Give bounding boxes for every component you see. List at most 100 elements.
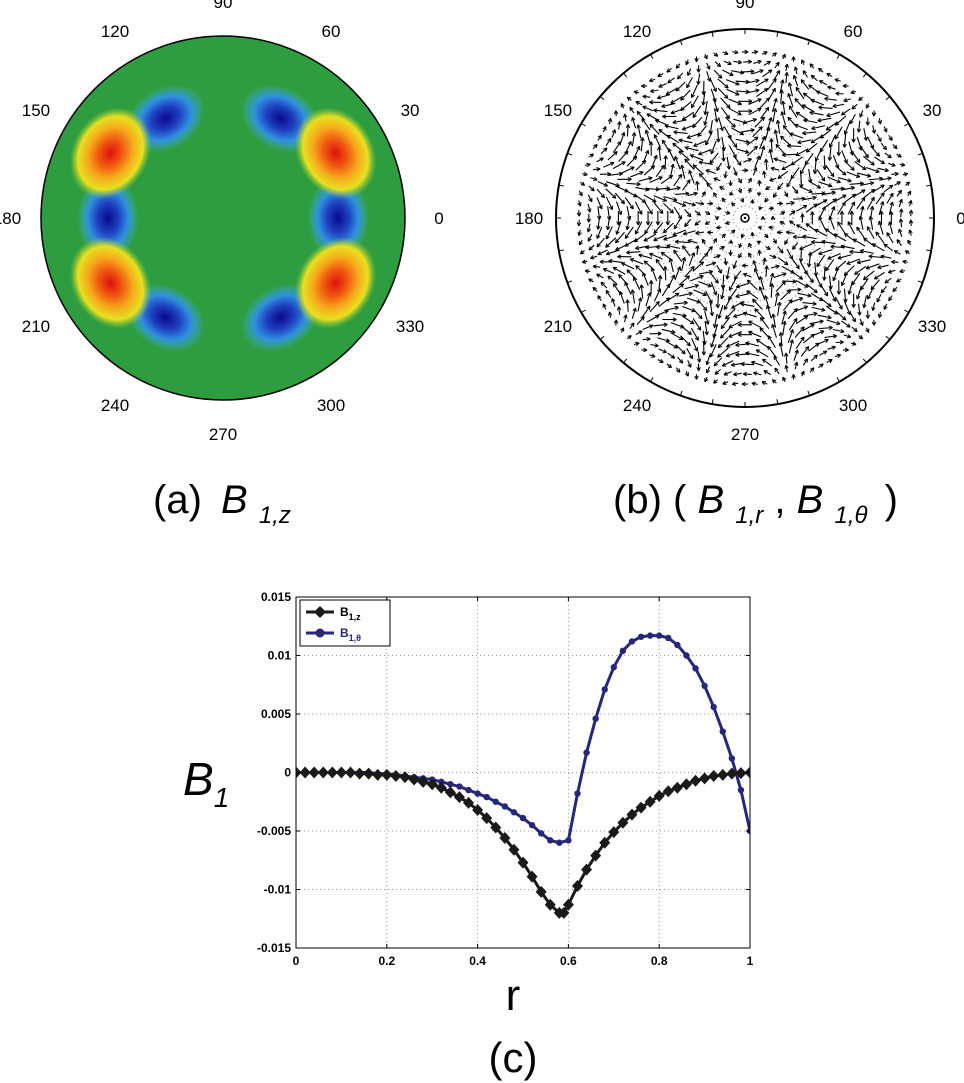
vector-arrow <box>826 111 841 117</box>
data-point <box>408 773 420 786</box>
angle-label: 0 <box>956 209 964 228</box>
vector-arrow <box>772 108 777 123</box>
vector-arrow <box>830 187 845 191</box>
vector-arrow <box>748 331 762 338</box>
angle-label: 120 <box>101 22 129 41</box>
vector-arrow <box>713 254 721 259</box>
y-tick-label: 0 <box>284 766 291 780</box>
vector-arrow <box>754 116 765 128</box>
rim-tick <box>567 152 573 156</box>
vector-arrow <box>863 270 875 281</box>
vector-arrow <box>773 355 781 366</box>
vector-arrow <box>658 348 667 353</box>
vector-arrow <box>697 299 708 311</box>
vector-arrow <box>588 244 595 251</box>
vector-arrow <box>677 356 684 364</box>
vector-arrow <box>756 338 769 348</box>
rim-tick <box>711 399 714 405</box>
vector-arrow <box>658 297 671 308</box>
legend-marker-circle <box>315 628 325 638</box>
vector-arrow <box>637 124 642 139</box>
vector-arrow <box>692 105 702 118</box>
vector-arrow <box>629 171 644 178</box>
vector-arrow <box>886 192 894 204</box>
vector-arrow <box>713 108 718 123</box>
y-tick-label: -0.005 <box>257 824 291 838</box>
vector-arrow <box>745 342 760 347</box>
panel-c: 0 0.2 0.4 0.6 0.8 1 -0.015 -0.01 -0.005 0 0.005 0.0… <box>183 590 754 1081</box>
vector-arrow <box>723 296 732 310</box>
vector-arrow <box>684 218 692 227</box>
vector-arrow <box>722 360 734 367</box>
vector-arrow <box>753 372 762 376</box>
vector-arrow <box>851 103 858 110</box>
vector-arrow <box>731 70 745 74</box>
vector-arrow <box>611 298 616 307</box>
dotted-ring <box>723 196 767 240</box>
vector-arrow <box>706 354 711 365</box>
vector-arrow <box>690 327 699 341</box>
vector-arrow <box>811 192 826 195</box>
vector-arrow <box>683 201 696 206</box>
vector-arrow <box>600 147 608 155</box>
vector-arrow <box>726 266 730 280</box>
vector-arrow <box>888 201 894 215</box>
angle-label: 30 <box>923 101 942 120</box>
vector-arrow <box>746 145 758 157</box>
data-point <box>547 837 554 844</box>
legend-marker-diamond <box>314 606 326 618</box>
vector-arrow <box>641 305 651 318</box>
vector-arrow <box>636 111 645 120</box>
vector-arrow <box>605 290 612 298</box>
data-point <box>556 839 563 846</box>
vector-arrow <box>657 337 670 342</box>
data-point <box>656 632 663 639</box>
vector-arrow <box>790 270 803 280</box>
vector-arrow <box>766 305 772 319</box>
data-point <box>508 843 520 856</box>
vector-arrow <box>857 172 871 177</box>
rim-tick <box>776 31 779 37</box>
vector-arrow <box>760 107 770 119</box>
vector-arrow <box>788 105 798 118</box>
vector-arrow <box>760 317 770 329</box>
vector-arrow <box>824 335 837 339</box>
vector-arrow <box>805 142 818 153</box>
vector-arrow <box>859 318 864 326</box>
vector-arrow <box>721 136 725 151</box>
vector-arrow <box>863 188 876 199</box>
vector-arrow <box>612 161 626 170</box>
vector-arrow <box>789 297 804 304</box>
data-point <box>326 766 338 779</box>
vector-arrow <box>698 270 713 275</box>
data-point <box>510 809 518 816</box>
vector-arrow <box>878 201 884 216</box>
vector-arrow <box>635 101 643 106</box>
vector-arrow <box>810 292 824 302</box>
vector-arrow <box>678 275 690 286</box>
vector-arrow <box>773 272 787 279</box>
rim-tick <box>679 390 683 396</box>
vector-arrow <box>756 88 769 98</box>
vector-arrow <box>720 107 730 119</box>
vector-arrow <box>743 273 752 278</box>
vector-arrow <box>876 294 882 303</box>
vector-arrow <box>709 344 717 358</box>
vector-arrow <box>785 231 795 234</box>
vector-arrow <box>635 245 650 250</box>
vector-arrow <box>709 78 717 92</box>
caption-b: (b) ( B 1,r , B 1,θ ) <box>613 478 898 532</box>
vector-arrow <box>643 233 657 242</box>
vector-arrow <box>720 97 731 109</box>
vector-arrow <box>763 257 766 266</box>
vector-arrow <box>769 254 777 259</box>
vector-arrow <box>863 155 875 166</box>
rim-tick <box>862 72 867 78</box>
vector-arrow <box>646 314 660 323</box>
data-point <box>474 790 481 797</box>
vector-arrow <box>814 262 817 277</box>
vector-arrow <box>828 275 832 290</box>
vector-arrow <box>706 246 713 254</box>
x-axis-label: r <box>506 971 521 1020</box>
angle-labels-b: 0 30 60 90 120 150 180 210 240 270 300 330 <box>515 0 964 444</box>
